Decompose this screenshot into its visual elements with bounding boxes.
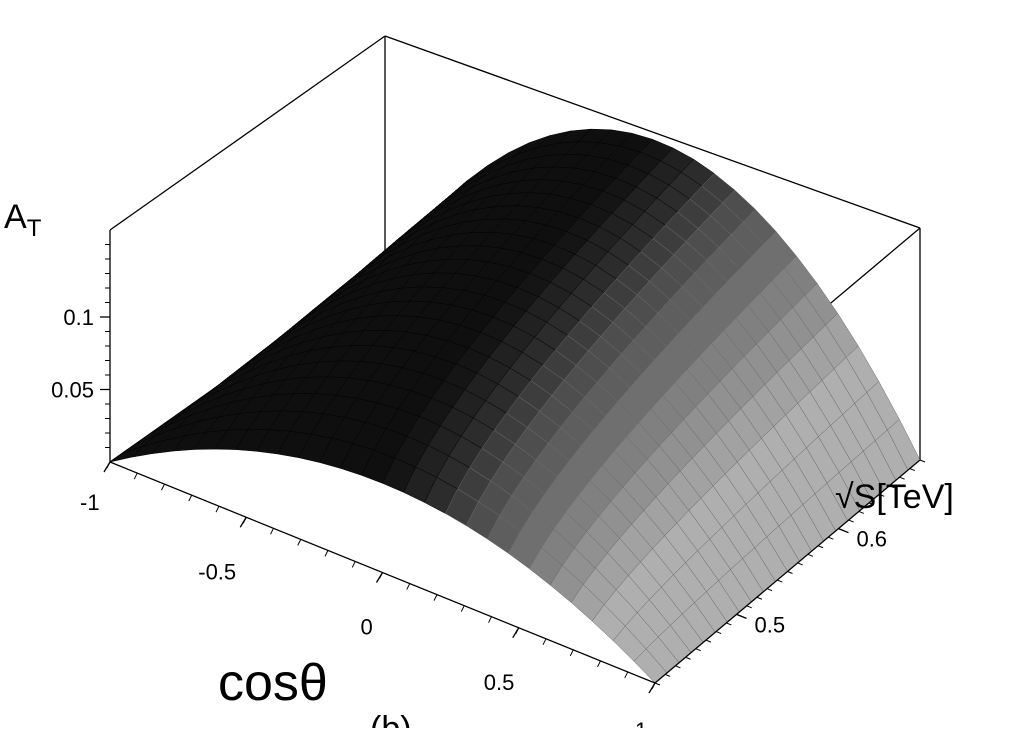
x-minor-tick (324, 550, 329, 557)
x-minor-tick (406, 583, 411, 590)
y-minor-tick (715, 631, 722, 635)
x-minor-tick (188, 494, 193, 502)
y-minor-tick (807, 553, 814, 557)
y-minor-tick (838, 528, 844, 532)
y-minor-tick (879, 493, 885, 497)
y-minor-tick (756, 596, 763, 600)
box-edge (109, 35, 386, 231)
x-minor-tick (297, 539, 302, 546)
y-minor-tick (777, 579, 783, 583)
y-minor-tick (889, 485, 895, 489)
y-minor-tick (654, 682, 661, 686)
x-minor-tick (270, 528, 274, 535)
x-axis-ticks: -1 -0.5 0 0.5 1 (80, 461, 656, 733)
x-minor-tick (651, 682, 656, 690)
x-minor-tick (242, 517, 247, 524)
z-tick-label: 0.05 (51, 378, 94, 403)
y-minor-tick (695, 648, 701, 652)
x-tick-label: -0.5 (198, 559, 236, 584)
x-minor-tick (460, 605, 465, 612)
y-minor-tick (726, 622, 732, 626)
y-minor-tick (665, 673, 671, 677)
x-minor-tick (161, 483, 165, 491)
x-axis-label: cosθ (218, 654, 328, 712)
y-minor-tick (858, 510, 865, 514)
y-minor-tick (766, 588, 773, 592)
x-tick-label: 0 (361, 615, 373, 640)
y-axis-label: √S[TeV] (835, 478, 954, 516)
z-axis-ticks: 0.05 0.1 (51, 244, 110, 448)
x-minor-tick (433, 594, 438, 601)
y-tick-label: 0.6 (856, 527, 887, 552)
x-minor-tick (351, 561, 356, 568)
y-minor-tick (848, 519, 854, 523)
y-minor-tick (685, 656, 691, 660)
y-minor-tick (817, 545, 824, 549)
y-minor-tick (909, 468, 915, 472)
x-minor-tick (515, 627, 520, 634)
z-axis-label: AT (4, 198, 42, 242)
y-minor-tick (828, 536, 834, 540)
x-minor-tick (488, 616, 492, 623)
x-tick-label: 0.5 (484, 670, 515, 695)
y-minor-tick (736, 613, 742, 617)
y-minor-tick (797, 562, 803, 566)
y-tick-label: 0.5 (755, 612, 786, 637)
x-tick-label: 1 (635, 718, 647, 728)
surface-mesh (109, 128, 921, 684)
box-edge (384, 35, 921, 229)
x-minor-tick (569, 649, 574, 657)
y-axis-ticks: 0.5 0.6 (654, 459, 926, 686)
x-minor-tick (624, 671, 629, 679)
x-minor-tick (597, 660, 601, 668)
y-minor-tick (746, 605, 752, 609)
x-minor-tick (133, 472, 138, 480)
z-tick-label: 0.1 (63, 305, 94, 330)
y-minor-tick (787, 571, 793, 574)
x-minor-tick (379, 572, 383, 579)
y-minor-tick (919, 459, 926, 463)
x-minor-tick (106, 461, 111, 469)
y-minor-tick (899, 476, 905, 480)
panel-label: (b) (370, 710, 412, 728)
x-minor-tick (542, 638, 547, 646)
y-minor-tick (705, 639, 712, 643)
y-minor-tick (868, 502, 875, 506)
x-tick-label: -1 (80, 490, 100, 515)
y-minor-tick (675, 665, 681, 669)
x-minor-tick (215, 505, 220, 513)
